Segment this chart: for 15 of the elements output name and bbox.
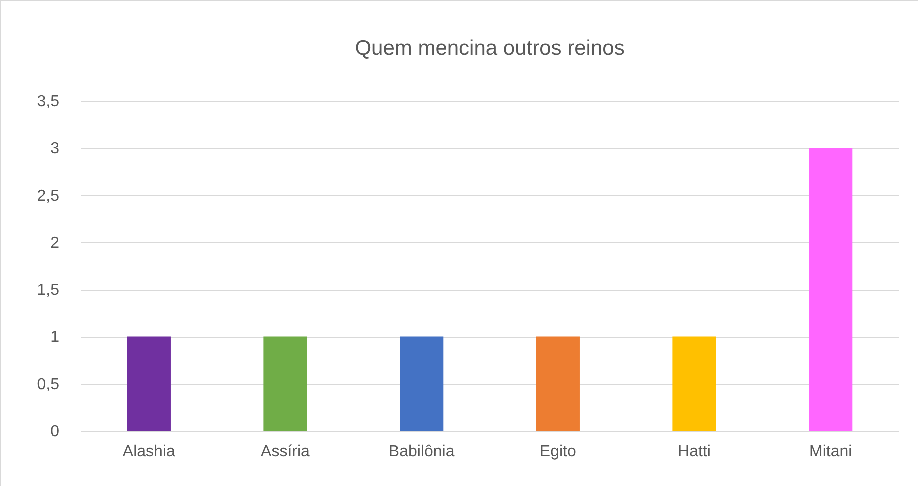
y-tick-label: 2,5 [37, 188, 60, 205]
y-tick-label: 0 [50, 424, 60, 440]
x-tick-label: Mitani [809, 444, 852, 460]
y-tick-label: 3 [50, 140, 60, 158]
chart-title: Quem mencina outros reinos [355, 37, 625, 60]
x-tick-label: Alashia [122, 444, 176, 460]
x-tick-label: Hatti [678, 444, 711, 460]
y-tick-label: 1,5 [37, 282, 60, 300]
x-tick-label: Egito [540, 444, 577, 460]
y-tick-label: 1 [50, 329, 60, 346]
y-tick-label: 3,5 [37, 94, 60, 110]
x-tick-label: Babilônia [388, 444, 455, 460]
x-tick-label: Assíria [261, 444, 310, 460]
y-tick-label: 0,5 [37, 376, 60, 394]
y-tick-label: 2 [50, 234, 60, 252]
